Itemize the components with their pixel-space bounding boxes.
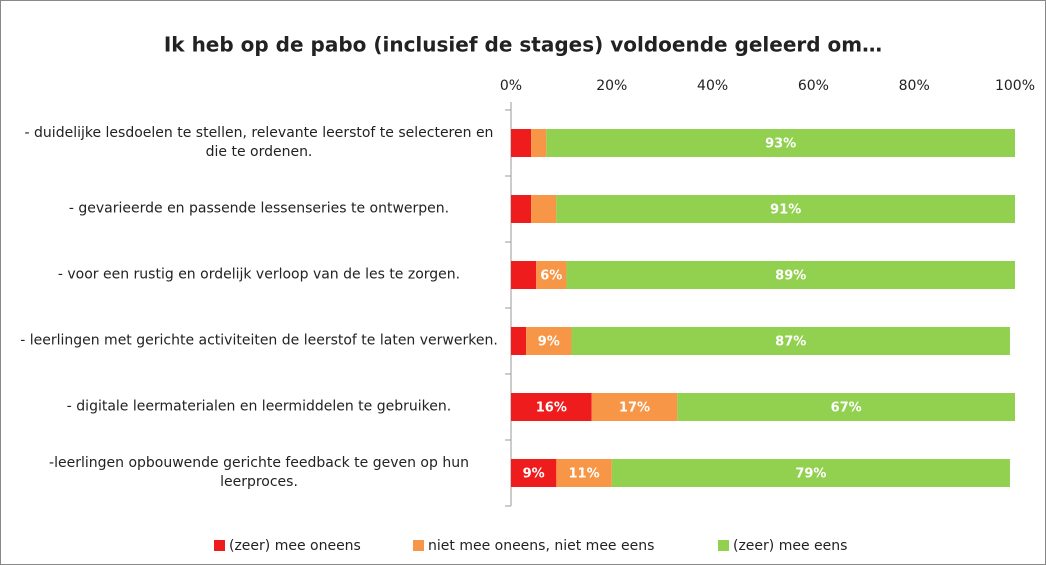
data-label: 9% — [538, 335, 560, 350]
x-tick-label: 100% — [995, 78, 1035, 94]
legend-label: (zeer) mee eens — [733, 538, 847, 554]
bar-segment — [511, 393, 592, 421]
x-tick-label: 60% — [798, 78, 829, 94]
data-label: 91% — [770, 203, 801, 218]
category-label: - digitale leermaterialen en leermiddele… — [66, 398, 452, 415]
data-label: 93% — [765, 137, 796, 152]
category-label: - leerlingen met gerichte activiteiten d… — [20, 332, 498, 349]
legend-label: (zeer) mee oneens — [229, 538, 361, 554]
bar-segment — [591, 393, 678, 421]
data-label: 16% — [536, 401, 567, 416]
data-label: 6% — [540, 269, 562, 284]
bar-segment — [526, 327, 572, 355]
data-label: 89% — [775, 269, 806, 284]
x-tick-label: 20% — [596, 78, 627, 94]
bar-segment — [556, 195, 1015, 223]
legend-label: niet mee oneens, niet mee eens — [428, 538, 654, 554]
x-tick-label: 80% — [899, 78, 930, 94]
bar-segment — [531, 129, 547, 157]
x-tick-label: 40% — [697, 78, 728, 94]
chart-title: Ik heb op de pabo (inclusief de stages) … — [164, 33, 882, 57]
category-label: -leerlingen opbouwende gerichte feedback… — [49, 455, 469, 490]
bar-segment — [677, 393, 1015, 421]
x-tick-label: 0% — [500, 78, 522, 94]
bar-segment — [531, 195, 557, 223]
data-label: 87% — [775, 335, 806, 350]
bar-segment — [536, 261, 567, 289]
data-label: 11% — [569, 467, 600, 482]
bar-segment — [611, 459, 1010, 487]
bar-segment — [511, 459, 557, 487]
legend-swatch — [214, 540, 225, 551]
legend-swatch — [718, 540, 729, 551]
legend-swatch — [413, 540, 424, 551]
bar-segment — [556, 459, 612, 487]
bar-segment — [511, 261, 537, 289]
bar-segment — [571, 327, 1010, 355]
data-label: 79% — [795, 467, 826, 482]
bar-segment — [546, 129, 1015, 157]
data-label: 67% — [831, 401, 862, 416]
bar-segment — [566, 261, 1015, 289]
data-label: 9% — [523, 467, 545, 482]
data-label: 17% — [619, 401, 650, 416]
category-label: - duidelijke lesdoelen te stellen, relev… — [24, 125, 494, 160]
category-label: - voor een rustig en ordelijk verloop va… — [57, 266, 461, 283]
bar-segment — [511, 195, 532, 223]
bar-segment — [511, 129, 532, 157]
category-label: - gevarieerde en passende lessenseries t… — [68, 200, 450, 217]
bar-segment — [511, 327, 527, 355]
